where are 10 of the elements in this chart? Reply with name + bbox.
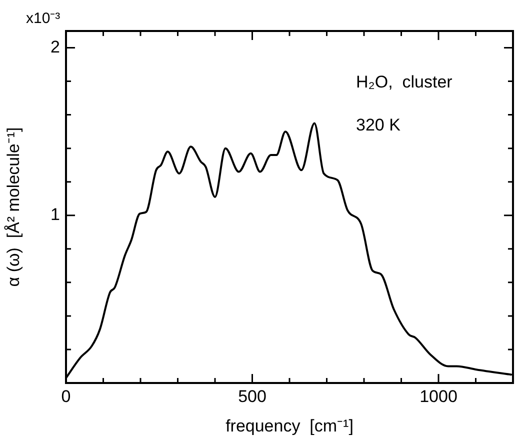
x-tick-label: 500 (238, 386, 266, 406)
y-tick-label: 1 (50, 205, 60, 224)
text: x10⁻³ (26, 10, 60, 28)
annotation: H₂O, cluster (356, 72, 453, 92)
annotation: 320 K (356, 116, 402, 135)
x-tick-label: 1000 (420, 386, 458, 406)
x-tick-label: 0 (61, 386, 71, 406)
y-axis-title: α (ω) [Å² molecule⁻¹] (4, 127, 23, 287)
y-tick-label: 2 (50, 37, 60, 56)
x-axis-title: frequency [cm⁻¹] (226, 416, 354, 436)
